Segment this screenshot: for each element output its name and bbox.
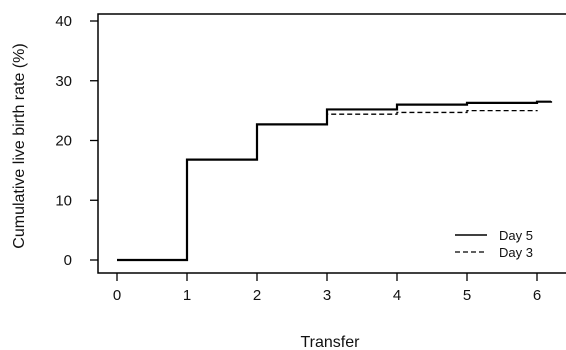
legend-label-day-3: Day 3 xyxy=(499,245,533,260)
x-tick-label: 2 xyxy=(253,287,261,304)
legend-label-day-5: Day 5 xyxy=(499,228,533,243)
x-axis-title: Transfer xyxy=(301,334,361,350)
series-layer xyxy=(117,100,553,262)
x-tick-label: 6 xyxy=(533,287,541,304)
x-tick-label: 0 xyxy=(113,287,121,304)
y-tick-label: 20 xyxy=(55,133,72,150)
plot-frame xyxy=(97,13,566,274)
ticks-layer: 0 1 2 3 4 5 6 0 10 20 30 40 xyxy=(55,13,541,304)
y-tick-label: 40 xyxy=(55,13,72,30)
series-line-day-5 xyxy=(117,100,553,262)
series-line-day-3 xyxy=(117,109,538,261)
x-tick-label: 1 xyxy=(183,287,191,304)
x-tick-label: 5 xyxy=(463,287,471,304)
plot-frame-layer xyxy=(97,13,566,274)
y-tick-label: 0 xyxy=(64,252,72,269)
y-axis-title: Cumulative live birth rate (%) xyxy=(11,43,28,248)
y-tick-label: 10 xyxy=(55,192,72,209)
x-tick-label: 3 xyxy=(323,287,331,304)
y-tick-label: 30 xyxy=(55,73,72,90)
legend: Day 5 Day 3 xyxy=(455,228,533,260)
x-tick-label: 4 xyxy=(393,287,401,304)
